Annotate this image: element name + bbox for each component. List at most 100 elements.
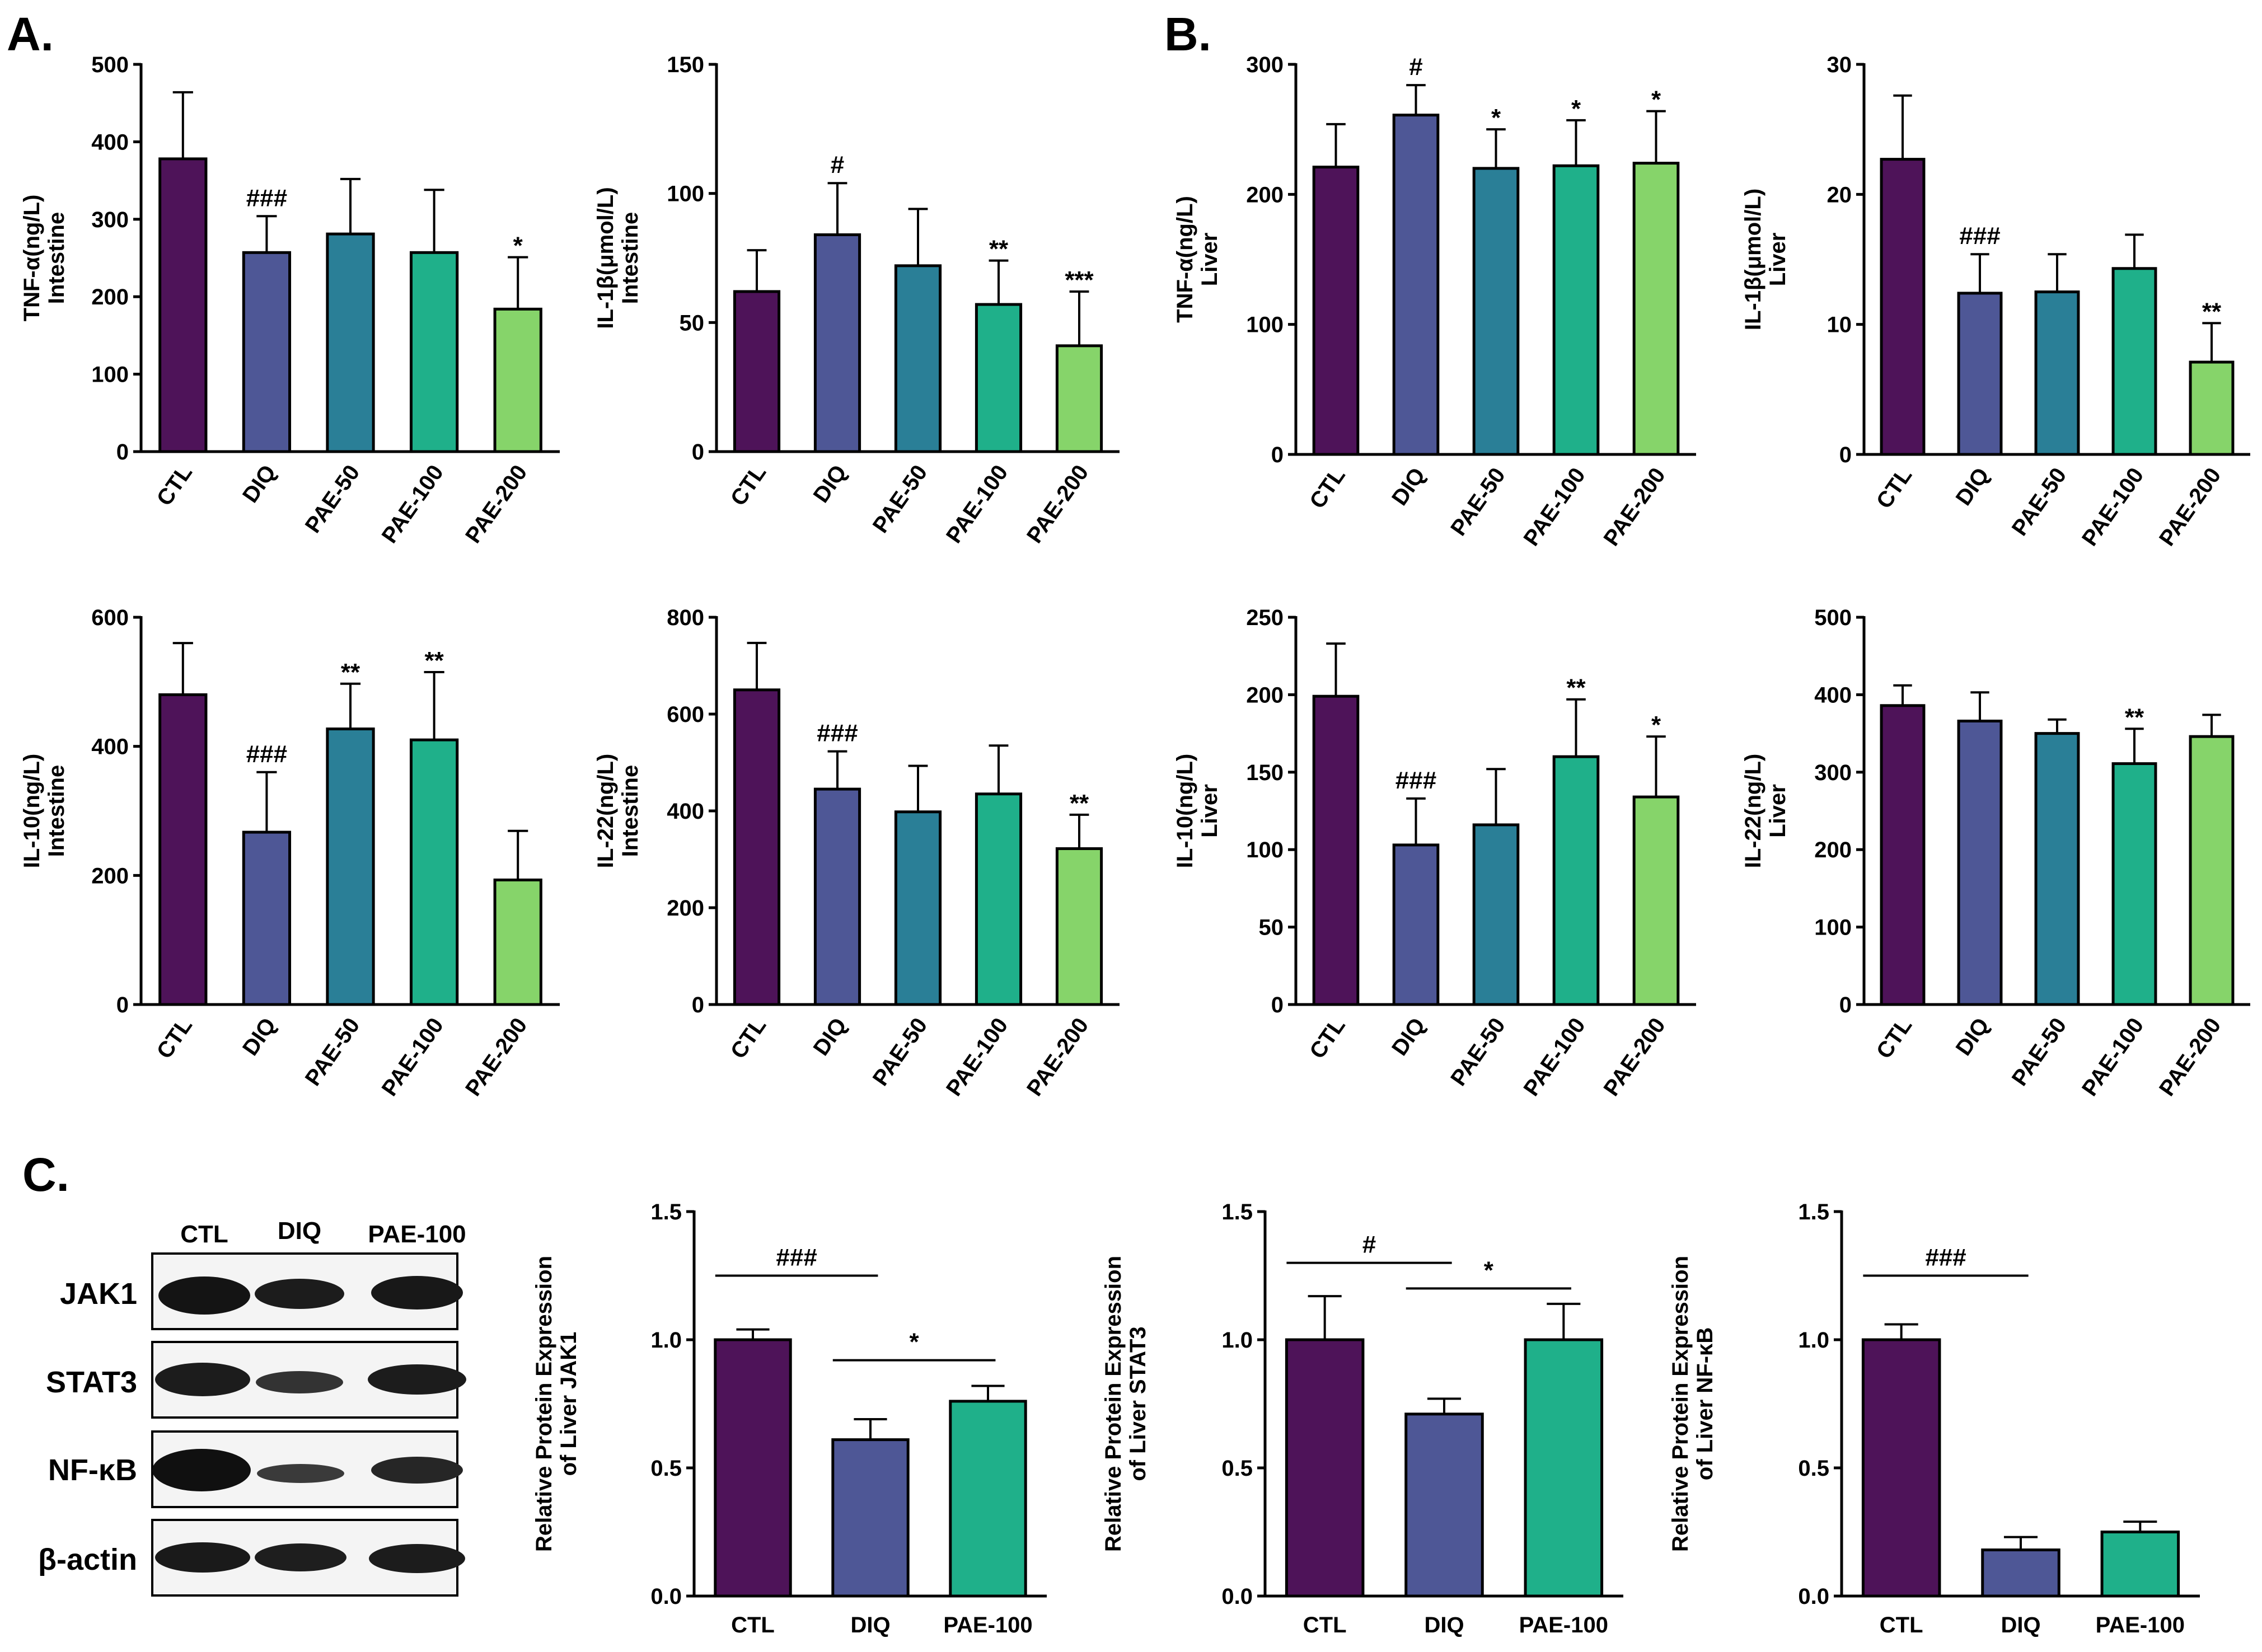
y-axis-label: IL-22(ng/L)Liver: [1741, 754, 1790, 868]
bar-diq: [1392, 843, 1440, 1006]
bar-pae-100: [949, 1400, 1027, 1598]
bar-ctl: [733, 290, 781, 453]
category-label: PAE-200: [1022, 1013, 1093, 1101]
category-label: PAE-200: [1022, 461, 1093, 548]
y-axis-label: Relative Protein Expressionof Liver NF-κ…: [1668, 1256, 1717, 1552]
y-axis-label: TNF-α(ng/L)Intestine: [20, 195, 69, 322]
y-axis-label-line: TNF-α(ng/L): [1173, 196, 1197, 323]
y-tick-label: 150: [1246, 761, 1284, 785]
y-tick-label: 20: [1827, 182, 1852, 207]
chart-intestine-il1b: 0 50 100 150 IL-1β(μmol/L)Intestine CTL # DIQ PA…: [593, 53, 1120, 548]
category-label: PAE-50: [2007, 1013, 2072, 1091]
bar-pae-200: [2189, 360, 2235, 456]
category-label: DIQ: [1951, 1013, 1994, 1060]
bar-pae-50: [1472, 167, 1520, 456]
y-tick-label: 1.5: [650, 1200, 682, 1224]
y-tick-label: 1.5: [1798, 1200, 1829, 1224]
y-tick-label: 300: [1814, 761, 1852, 785]
significance-label: **: [2202, 298, 2222, 325]
significance-label: **: [341, 659, 360, 686]
y-axis-label: IL-10(ng/L)Intestine: [20, 754, 69, 868]
category-label: PAE-50: [2007, 463, 2072, 541]
bar-ctl: [1861, 1338, 1941, 1598]
blot-band: [369, 1544, 465, 1573]
panel-label-b: B.: [1164, 8, 1211, 60]
bar-pae-200: [493, 307, 542, 453]
y-tick-label: 0.5: [650, 1456, 682, 1481]
significance-label: **: [424, 647, 444, 674]
significance-label: ###: [1959, 222, 2000, 250]
bar-ctl: [1312, 166, 1360, 456]
category-label: CTL: [1305, 1013, 1350, 1063]
category-label: PAE-100: [942, 461, 1013, 548]
bar-pae-50: [326, 728, 375, 1006]
bar-diq: [242, 830, 292, 1006]
y-tick-label: 100: [1246, 838, 1284, 862]
chart-protein-stat3: 0.0 0.5 1.0 1.5 Relative Protein Expressiono…: [1101, 1200, 1623, 1637]
bar-ctl: [733, 688, 781, 1006]
y-axis-label: IL-1β(μmol/L)Liver: [1741, 189, 1790, 330]
y-tick-label: 100: [667, 182, 704, 206]
bar-diq: [1957, 292, 2003, 456]
significance-label: *: [513, 232, 523, 260]
significance-label: #: [1409, 53, 1422, 81]
significance-label: ***: [1065, 266, 1094, 294]
significance-label: *: [910, 1329, 920, 1356]
category-label: PAE-200: [1599, 463, 1670, 551]
y-axis-label-line: Intestine: [44, 212, 69, 304]
category-label: PAE-200: [461, 461, 532, 548]
blot-band: [256, 1371, 343, 1393]
y-tick-label: 0.5: [1798, 1456, 1829, 1481]
y-tick-label: 1.0: [1798, 1328, 1829, 1353]
blot-band: [255, 1543, 346, 1571]
bar-ctl: [1880, 158, 1926, 456]
y-tick-label: 500: [91, 53, 129, 77]
category-label: CTL: [152, 1013, 198, 1063]
y-tick-label: 200: [667, 896, 704, 921]
y-axis-label: Relative Protein Expressionof Liver JAK1: [532, 1256, 581, 1552]
significance-label: **: [1566, 674, 1586, 702]
y-axis-label-line: Liver: [1765, 233, 1790, 287]
chart-liver-tnf: 0 100 200 300 TNF-α(ng/L)Liver CTL # DIQ * PAE-50…: [1173, 53, 1696, 551]
category-label: DIQ: [2001, 1613, 2040, 1637]
y-axis-label-line: Relative Protein Expression: [532, 1256, 556, 1552]
bar-pae-50: [1472, 823, 1520, 1006]
blot-column-label: CTL: [180, 1221, 228, 1248]
bar-pae-50: [2034, 732, 2080, 1006]
panel-label-c: C.: [22, 1148, 69, 1201]
blot-column-label: DIQ: [278, 1217, 321, 1245]
significance-label: **: [2125, 703, 2144, 731]
y-tick-label: 0.0: [650, 1584, 682, 1609]
significance-label: ###: [246, 184, 287, 212]
chart-protein-nfkb: 0.0 0.5 1.0 1.5 Relative Protein Expressiono…: [1668, 1200, 2200, 1637]
category-label: PAE-200: [1599, 1013, 1670, 1101]
blot-band: [158, 1276, 250, 1315]
chart-liver-il22: 0 100 200 300 400 500 IL-22(ng/L)Liver CTL DIQ PA…: [1741, 606, 2250, 1101]
category-label: CTL: [726, 1013, 771, 1063]
y-axis-label-line: IL-1β(μmol/L): [593, 187, 618, 328]
y-tick-label: 300: [1246, 53, 1284, 77]
category-label: CTL: [1880, 1613, 1923, 1637]
category-label: DIQ: [238, 461, 281, 507]
y-tick-label: 10: [1827, 313, 1852, 337]
category-label: PAE-100: [377, 1013, 448, 1101]
y-tick-label: 100: [1814, 916, 1852, 940]
significance-label: #: [831, 151, 844, 179]
chart-intestine-il22: 0 200 400 600 800 IL-22(ng/L)Intestine CTL ### D…: [593, 606, 1120, 1101]
blot-row-label: β-actin: [38, 1543, 137, 1576]
category-label: CTL: [1872, 1013, 1917, 1063]
y-tick-label: 500: [1814, 606, 1852, 630]
chart-intestine-il10: 0 200 400 600 IL-10(ng/L)Intestine CTL ### DIQ *…: [20, 606, 560, 1101]
y-tick-label: 200: [91, 285, 129, 309]
y-tick-label: 1.5: [1221, 1200, 1253, 1224]
y-tick-label: 0: [692, 440, 704, 464]
y-tick-label: 0: [116, 440, 129, 464]
panel-label-a: A.: [7, 8, 54, 60]
bar-ctl: [1285, 1338, 1365, 1598]
y-tick-label: 400: [1814, 683, 1852, 707]
y-tick-label: 800: [667, 606, 704, 630]
bar-diq: [813, 787, 861, 1006]
significance-label: **: [1070, 790, 1089, 817]
y-tick-label: 0: [1271, 443, 1284, 467]
y-axis-label-line: Intestine: [44, 765, 69, 857]
